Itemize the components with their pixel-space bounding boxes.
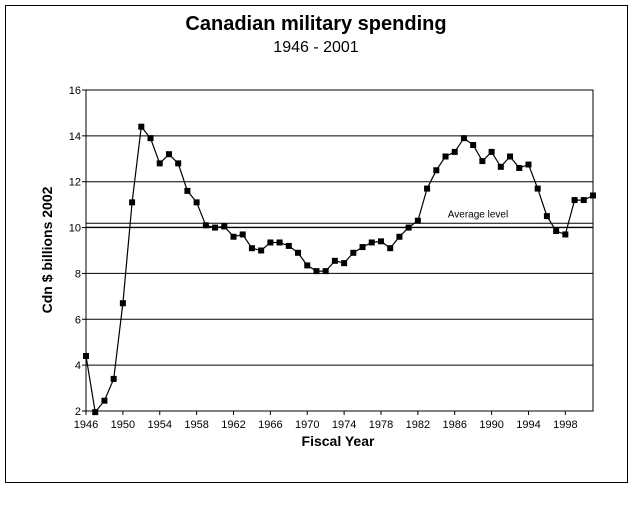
data-point xyxy=(239,231,246,238)
data-point xyxy=(221,223,228,230)
data-point xyxy=(543,213,550,220)
plot-area: 2 4 6 8 10 12 14 16 1946 1950 1954 1958 1962 1966 1970… xyxy=(69,85,596,431)
data-point xyxy=(295,249,302,256)
data-point xyxy=(175,160,182,167)
x-tick-label: 1994 xyxy=(516,419,540,431)
data-point xyxy=(488,148,495,155)
x-tick-label: 1962 xyxy=(221,419,245,431)
chart-subtitle: 1946 - 2001 xyxy=(273,39,359,56)
data-point xyxy=(580,197,587,204)
data-point xyxy=(350,249,357,256)
y-tick-label: 16 xyxy=(69,85,81,97)
data-point xyxy=(414,217,421,224)
data-point xyxy=(304,262,311,269)
data-point xyxy=(442,153,449,160)
y-tick-label: 8 xyxy=(75,268,81,280)
data-point xyxy=(212,224,219,231)
data-point xyxy=(525,161,532,168)
data-point xyxy=(230,233,237,240)
data-point xyxy=(285,242,292,249)
data-point xyxy=(479,158,486,165)
data-point xyxy=(202,222,209,229)
y-tick-label: 2 xyxy=(75,406,81,418)
data-point xyxy=(562,231,569,238)
data-point xyxy=(138,123,145,130)
y-tick-label: 10 xyxy=(69,223,81,235)
data-point xyxy=(184,187,191,194)
data-point xyxy=(507,153,514,160)
data-point xyxy=(553,228,560,235)
x-tick-label: 1986 xyxy=(442,419,466,431)
data-point xyxy=(451,148,458,155)
y-tick-label: 12 xyxy=(69,177,81,189)
x-tick-label: 1982 xyxy=(406,419,430,431)
data-point xyxy=(267,239,274,246)
data-point xyxy=(405,224,412,231)
data-point xyxy=(92,409,99,416)
data-point xyxy=(165,151,172,158)
x-tick-label: 1954 xyxy=(148,419,172,431)
average-level-label: Average level xyxy=(448,209,508,220)
data-point xyxy=(193,199,200,206)
x-tick-label: 1970 xyxy=(295,419,319,431)
y-tick-label: 6 xyxy=(75,314,81,326)
data-point xyxy=(460,135,467,142)
y-axis-label: Cdn $ billions 2002 xyxy=(39,186,55,313)
plot-border xyxy=(85,89,594,412)
x-tick-label: 1958 xyxy=(184,419,208,431)
data-point xyxy=(156,160,163,167)
chart-frame xyxy=(5,5,628,483)
data-point xyxy=(101,397,108,404)
data-point xyxy=(497,163,504,170)
data-point xyxy=(147,135,154,142)
data-point xyxy=(534,185,541,192)
x-tick-label: 1974 xyxy=(332,419,356,431)
x-tick-label: 1998 xyxy=(553,419,577,431)
data-point xyxy=(359,244,366,251)
data-point xyxy=(313,268,320,275)
data-point xyxy=(470,142,477,149)
data-point xyxy=(377,238,384,245)
y-tick-label: 4 xyxy=(75,360,81,372)
data-point xyxy=(516,164,523,171)
y-tick-label: 14 xyxy=(69,131,81,143)
x-tick-label: 1990 xyxy=(479,419,503,431)
x-tick-label: 1966 xyxy=(258,419,282,431)
x-tick-label: 1950 xyxy=(111,419,135,431)
data-point xyxy=(276,239,283,246)
data-point xyxy=(119,300,126,307)
data-point xyxy=(590,192,596,199)
data-point xyxy=(387,245,394,252)
data-point xyxy=(322,268,329,275)
data-point xyxy=(129,199,136,206)
data-point xyxy=(341,260,348,267)
data-point xyxy=(248,245,255,252)
x-tick-label: 1978 xyxy=(369,419,393,431)
data-point xyxy=(83,352,89,359)
data-point xyxy=(258,247,265,254)
data-point xyxy=(110,375,117,382)
data-point xyxy=(331,257,338,264)
data-point xyxy=(433,167,440,174)
data-point xyxy=(424,185,431,192)
data-point xyxy=(368,239,375,246)
chart-title: Canadian military spending xyxy=(185,13,446,35)
x-axis-label: Fiscal Year xyxy=(302,433,375,449)
data-point xyxy=(396,233,403,240)
data-point xyxy=(571,197,578,204)
x-tick-label: 1946 xyxy=(74,419,98,431)
